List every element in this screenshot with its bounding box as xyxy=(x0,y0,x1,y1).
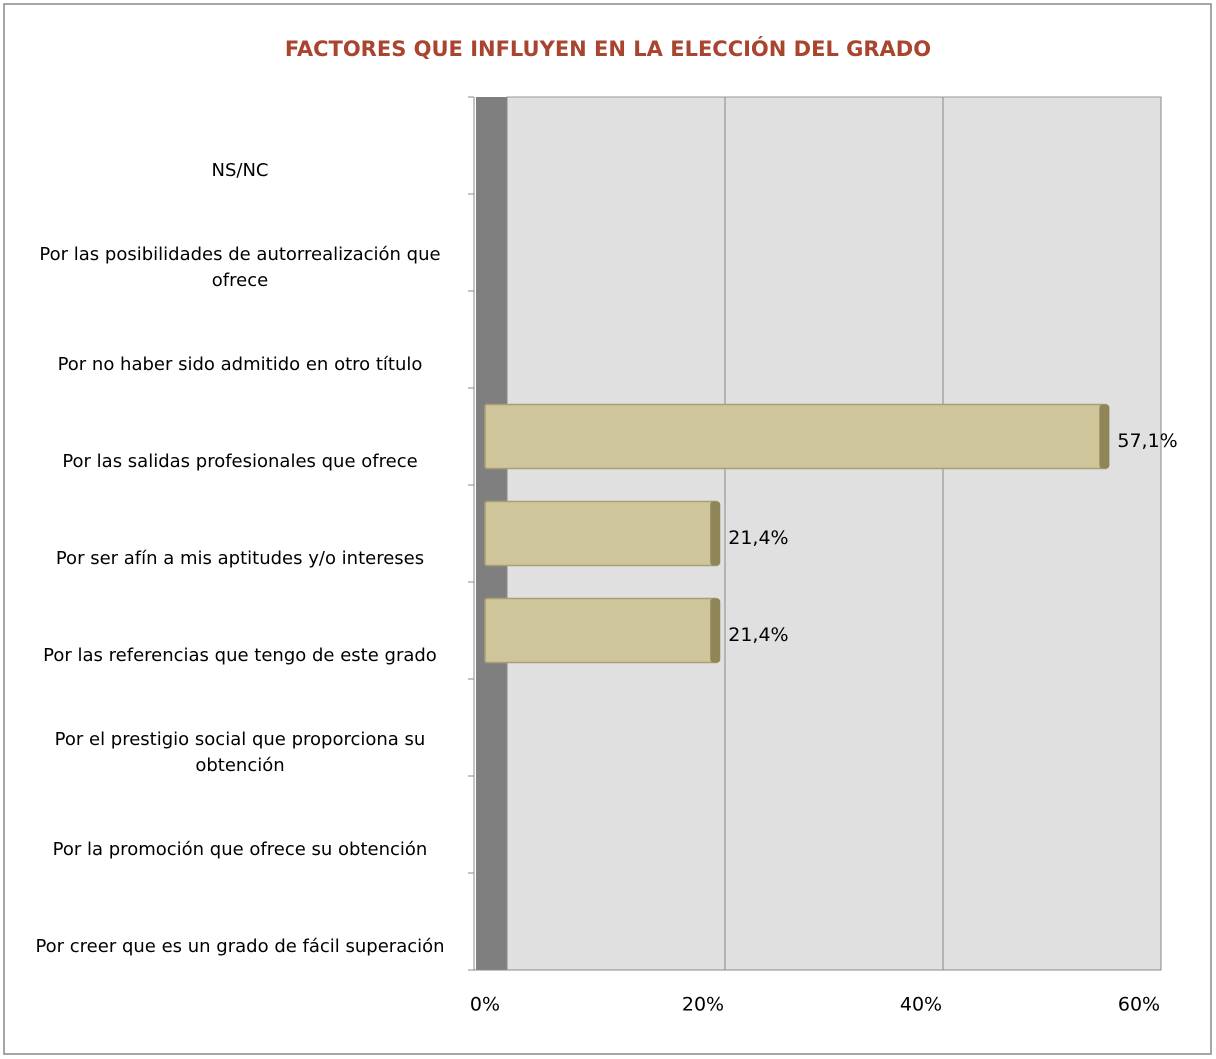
y-tick-label: Por las salidas profesionales que ofrece xyxy=(62,450,418,472)
y-tick-label: NS/NC xyxy=(211,159,269,181)
data-label: 57,1% xyxy=(1117,430,1177,452)
data-label: 21,4% xyxy=(728,624,788,646)
y-tick-label: Por las referencias que tengo de este gr… xyxy=(43,644,437,666)
bar-cap xyxy=(1099,404,1110,469)
bar xyxy=(484,597,720,664)
x-tick-label: 20% xyxy=(682,994,724,1016)
bar xyxy=(484,500,720,567)
x-tick-label: 40% xyxy=(900,994,942,1016)
y-tick-label: Por no haber sido admitido en otro títul… xyxy=(57,353,423,375)
data-label: 21,4% xyxy=(728,527,788,549)
x-tick-label: 60% xyxy=(1118,994,1160,1016)
y-tick-label: Por la promoción que ofrece su obtención xyxy=(52,838,428,860)
y-tick-label: Por ser afín a mis aptitudes y/o interes… xyxy=(55,547,425,569)
x-tick-label: 0% xyxy=(470,994,500,1016)
bar-cap xyxy=(710,598,721,663)
y-tick-label: Por el prestigio social que proporciona … xyxy=(54,728,426,776)
y-tick-label: Por creer que es un grado de fácil super… xyxy=(35,935,445,957)
bar xyxy=(484,403,1109,470)
bar-cap xyxy=(710,501,721,566)
y-tick-label: Por las posibilidades de autorrealizació… xyxy=(39,243,441,291)
chart-title: FACTORES QUE INFLUYEN EN LA ELECCIÓN DEL… xyxy=(285,36,931,61)
